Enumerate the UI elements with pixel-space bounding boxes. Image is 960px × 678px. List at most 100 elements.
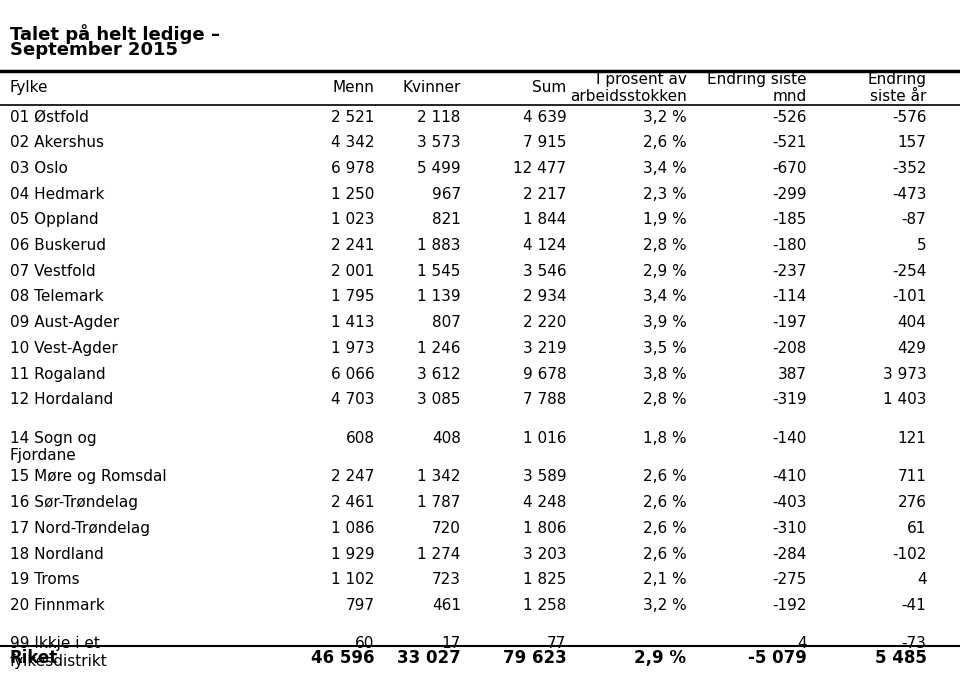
Text: -254: -254 xyxy=(892,264,926,279)
Text: 2 001: 2 001 xyxy=(331,264,374,279)
Text: 3 573: 3 573 xyxy=(418,136,461,151)
Text: 1 274: 1 274 xyxy=(418,546,461,561)
Text: -284: -284 xyxy=(772,546,806,561)
Text: 4 248: 4 248 xyxy=(523,495,566,510)
Text: -403: -403 xyxy=(772,495,806,510)
Text: 4 124: 4 124 xyxy=(523,238,566,253)
Text: -102: -102 xyxy=(892,546,926,561)
Text: 1 825: 1 825 xyxy=(523,572,566,587)
Text: Menn: Menn xyxy=(332,81,374,96)
Text: 387: 387 xyxy=(778,367,806,382)
Text: 60: 60 xyxy=(355,637,374,652)
Text: 797: 797 xyxy=(346,598,374,613)
Text: 3,2 %: 3,2 % xyxy=(642,110,686,125)
Text: 16 Sør-Trøndelag: 16 Sør-Trøndelag xyxy=(10,495,137,510)
Text: 461: 461 xyxy=(432,598,461,613)
Text: 1 929: 1 929 xyxy=(331,546,374,561)
Text: 3,9 %: 3,9 % xyxy=(642,315,686,330)
Text: 3,5 %: 3,5 % xyxy=(642,341,686,356)
Text: -114: -114 xyxy=(772,290,806,304)
Text: 404: 404 xyxy=(898,315,926,330)
Text: 1 246: 1 246 xyxy=(418,341,461,356)
Text: -208: -208 xyxy=(772,341,806,356)
Text: 2 247: 2 247 xyxy=(331,469,374,484)
Text: 807: 807 xyxy=(432,315,461,330)
Text: 3 085: 3 085 xyxy=(418,393,461,407)
Text: 2,8 %: 2,8 % xyxy=(643,393,686,407)
Text: 12 477: 12 477 xyxy=(514,161,566,176)
Text: 821: 821 xyxy=(432,212,461,227)
Text: 15 Møre og Romsdal: 15 Møre og Romsdal xyxy=(10,469,166,484)
Text: 723: 723 xyxy=(432,572,461,587)
Text: 17: 17 xyxy=(442,637,461,652)
Text: 01 Østfold: 01 Østfold xyxy=(10,110,88,125)
Text: -192: -192 xyxy=(772,598,806,613)
Text: 9 678: 9 678 xyxy=(523,367,566,382)
Text: 3 219: 3 219 xyxy=(523,341,566,356)
Text: 3 203: 3 203 xyxy=(523,546,566,561)
Text: 2,6 %: 2,6 % xyxy=(642,469,686,484)
Text: 08 Telemark: 08 Telemark xyxy=(10,290,104,304)
Text: 4 342: 4 342 xyxy=(331,136,374,151)
Text: 2 118: 2 118 xyxy=(418,110,461,125)
Text: -526: -526 xyxy=(772,110,806,125)
Text: -473: -473 xyxy=(892,186,926,201)
Text: Kvinner: Kvinner xyxy=(402,81,461,96)
Text: 408: 408 xyxy=(432,431,461,446)
Text: 1 806: 1 806 xyxy=(523,521,566,536)
Text: -670: -670 xyxy=(772,161,806,176)
Text: 6 066: 6 066 xyxy=(330,367,374,382)
Text: 6 978: 6 978 xyxy=(331,161,374,176)
Text: 14 Sogn og
Fjordane: 14 Sogn og Fjordane xyxy=(10,431,96,463)
Text: I prosent av
arbeidsstokken: I prosent av arbeidsstokken xyxy=(569,72,686,104)
Text: 5 485: 5 485 xyxy=(875,650,926,667)
Text: 02 Akershus: 02 Akershus xyxy=(10,136,104,151)
Text: 06 Buskerud: 06 Buskerud xyxy=(10,238,106,253)
Text: 3 546: 3 546 xyxy=(523,264,566,279)
Text: 2,6 %: 2,6 % xyxy=(642,546,686,561)
Text: -140: -140 xyxy=(772,431,806,446)
Text: September 2015: September 2015 xyxy=(10,41,178,58)
Text: 1 258: 1 258 xyxy=(523,598,566,613)
Text: 04 Hedmark: 04 Hedmark xyxy=(10,186,104,201)
Text: 7 788: 7 788 xyxy=(523,393,566,407)
Text: 77: 77 xyxy=(547,637,566,652)
Text: 03 Oslo: 03 Oslo xyxy=(10,161,67,176)
Text: 1,8 %: 1,8 % xyxy=(643,431,686,446)
Text: -237: -237 xyxy=(772,264,806,279)
Text: 1 342: 1 342 xyxy=(418,469,461,484)
Text: -41: -41 xyxy=(901,598,926,613)
Text: 276: 276 xyxy=(898,495,926,510)
Text: 61: 61 xyxy=(907,521,926,536)
Text: 07 Vestfold: 07 Vestfold xyxy=(10,264,95,279)
Text: 2 461: 2 461 xyxy=(331,495,374,510)
Text: 1 787: 1 787 xyxy=(418,495,461,510)
Text: 17 Nord-Trøndelag: 17 Nord-Trøndelag xyxy=(10,521,150,536)
Text: -185: -185 xyxy=(772,212,806,227)
Text: 46 596: 46 596 xyxy=(311,650,374,667)
Text: 4 703: 4 703 xyxy=(331,393,374,407)
Text: 429: 429 xyxy=(898,341,926,356)
Text: 2 220: 2 220 xyxy=(523,315,566,330)
Text: 4 639: 4 639 xyxy=(522,110,566,125)
Text: 2,9 %: 2,9 % xyxy=(642,264,686,279)
Text: 33 027: 33 027 xyxy=(397,650,461,667)
Text: -521: -521 xyxy=(772,136,806,151)
Text: 2 217: 2 217 xyxy=(523,186,566,201)
Text: -87: -87 xyxy=(901,212,926,227)
Text: 4: 4 xyxy=(917,572,926,587)
Text: 3 589: 3 589 xyxy=(523,469,566,484)
Text: 1 844: 1 844 xyxy=(523,212,566,227)
Text: 3,2 %: 3,2 % xyxy=(642,598,686,613)
Text: -275: -275 xyxy=(772,572,806,587)
Text: -310: -310 xyxy=(772,521,806,536)
Text: 1 102: 1 102 xyxy=(331,572,374,587)
Text: 1 403: 1 403 xyxy=(883,393,926,407)
Text: Fylke: Fylke xyxy=(10,81,48,96)
Text: 1 413: 1 413 xyxy=(331,315,374,330)
Text: 10 Vest-Agder: 10 Vest-Agder xyxy=(10,341,117,356)
Text: 1 973: 1 973 xyxy=(331,341,374,356)
Text: -197: -197 xyxy=(772,315,806,330)
Text: -101: -101 xyxy=(892,290,926,304)
Text: 18 Nordland: 18 Nordland xyxy=(10,546,104,561)
